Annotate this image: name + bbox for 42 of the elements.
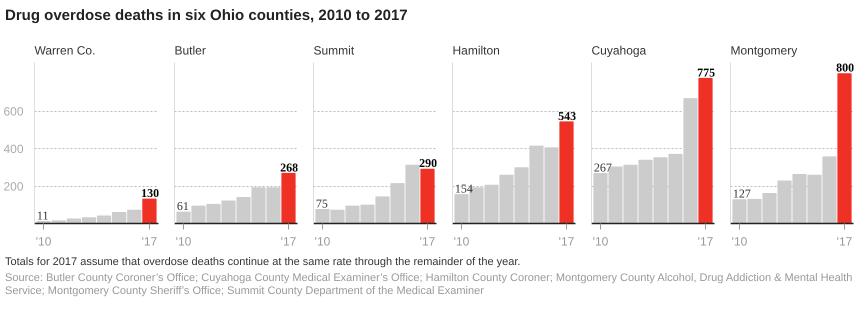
x-tick-label: '17 — [280, 234, 297, 248]
x-tick-label: '10 — [314, 234, 331, 248]
y-tick-label: 400 — [3, 142, 24, 156]
x-tick-label: '10 — [36, 234, 52, 248]
bar — [420, 168, 435, 224]
data-label: 268 — [280, 160, 298, 174]
y-tick-label: 600 — [3, 104, 24, 119]
bar — [281, 172, 296, 224]
chart-subtitle: Butler — [174, 44, 206, 58]
text: Totals for 2017 assume that overdose deaths continue at the same rate through the remainder of the year. — [5, 256, 522, 269]
x-tick-label: '10 — [732, 234, 748, 248]
bar — [142, 198, 157, 224]
y-tick-label: 200 — [3, 180, 24, 194]
chart-subtitle: Warren Co. — [34, 44, 96, 58]
x-tick-label: '17 — [420, 234, 436, 248]
x-tick-label: '10 — [454, 234, 470, 248]
text: Drug overdose deaths in six Ohio counties, 2010 to 2017 — [5, 6, 408, 26]
x-tick-label: '17 — [558, 234, 575, 248]
data-label: 543 — [558, 108, 576, 123]
chart-subtitle: Montgomery — [730, 44, 798, 58]
x-tick-label: '10 — [176, 234, 192, 248]
chart-subtitle: Hamilton — [452, 44, 500, 58]
bar — [837, 73, 852, 224]
x-tick-label: '17 — [698, 234, 714, 248]
data-label: 11 — [36, 208, 48, 222]
bar — [559, 121, 574, 224]
data-label: 775 — [697, 65, 716, 80]
data-label: 290 — [419, 156, 438, 170]
data-label: 267 — [594, 160, 612, 175]
bar — [698, 78, 713, 224]
source-note: Source: Butler County Coroner’s Office; Cuyahoga County Medical Examiner’s Office; Hamilton County Coroner; Montgomery County Alcohol, Drug Addiction & Mental Health Service; Montgomery County Sheriff’s Office; Summit County Department of the Medical Examiner — [5, 272, 854, 298]
data-label: 61 — [176, 199, 189, 214]
x-tick-label: '17 — [836, 234, 853, 248]
chart-subtitle: Summit — [314, 44, 355, 58]
data-label: 75 — [316, 196, 328, 210]
chart-subtitle: Cuyahoga — [592, 44, 647, 58]
data-label: 130 — [141, 186, 160, 200]
data-label: 800 — [836, 60, 854, 75]
x-tick-label: '10 — [592, 234, 609, 248]
data-label: 127 — [732, 186, 751, 201]
data-label: 154 — [454, 182, 473, 196]
x-tick-label: '17 — [142, 234, 158, 248]
